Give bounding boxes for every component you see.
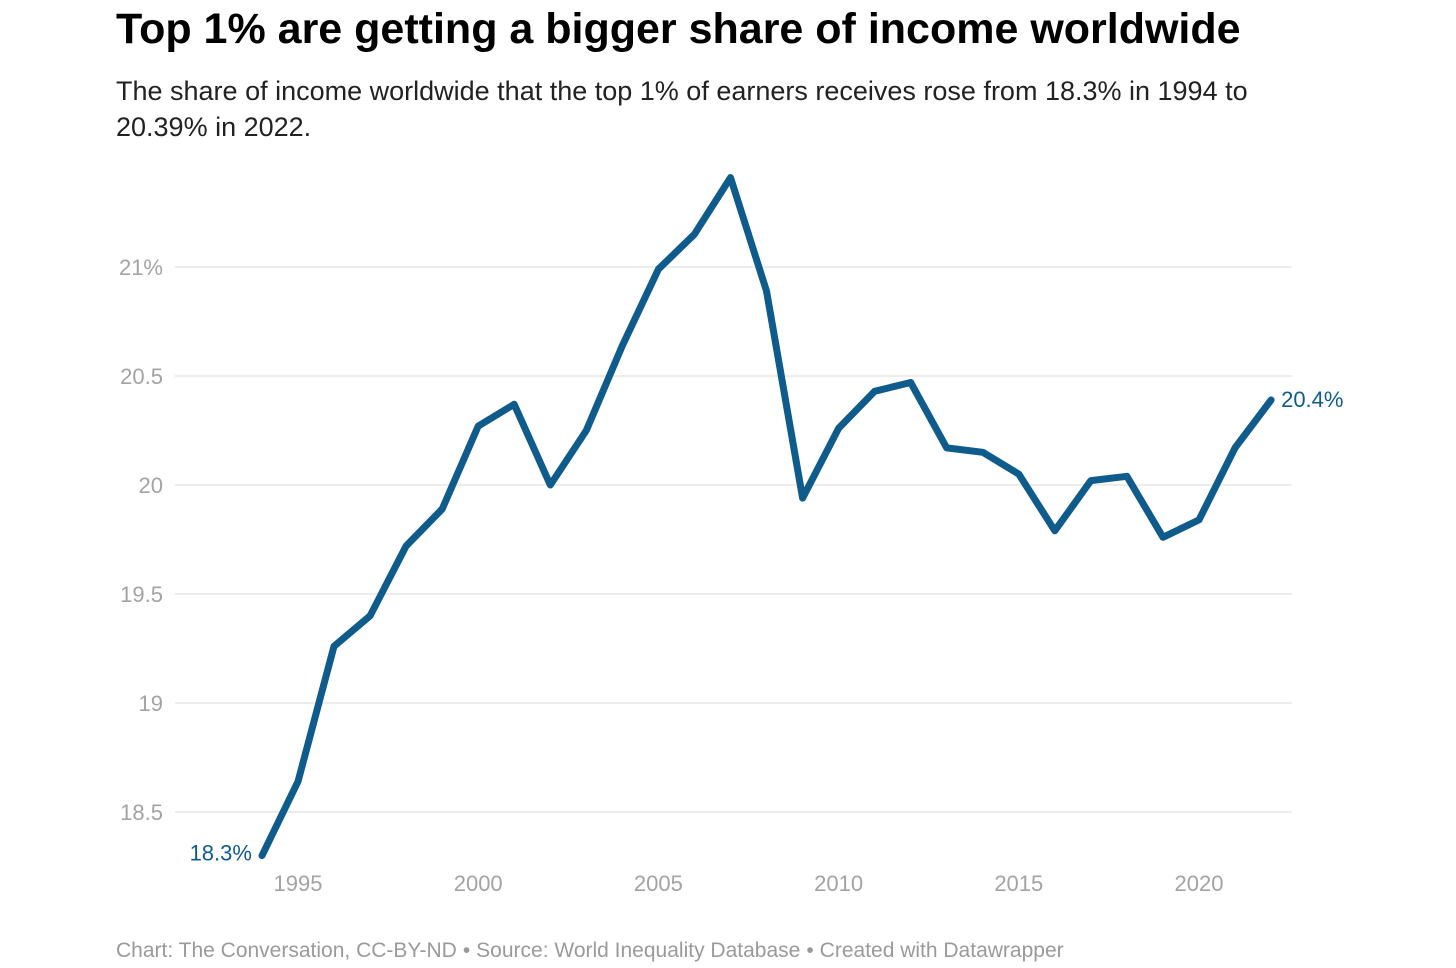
x-tick-label: 2000	[454, 871, 503, 896]
y-tick-label: 18.5	[120, 800, 163, 825]
chart-title: Top 1% are getting a bigger share of inc…	[116, 5, 1241, 53]
series-layer	[258, 174, 1275, 860]
source-text: Source: World Inequality Database	[476, 939, 801, 962]
x-axis-ticks: 1995 2000 2005 2010 2015 2020	[274, 871, 1224, 896]
y-tick-label: 20.5	[120, 364, 163, 389]
x-tick-label: 2010	[814, 871, 863, 896]
chart-subtitle: The share of income worldwide that the t…	[116, 76, 1248, 142]
start-value-label: 18.3%	[190, 841, 252, 866]
y-axis-ticks: 18.5 19 19.5 20 20.5 21%	[119, 255, 163, 825]
grid-lines	[175, 266, 1292, 813]
x-tick-label: 1995	[274, 871, 323, 896]
y-tick-label: 21%	[119, 255, 163, 280]
chart-footer: Chart: The Conversation, CC-BY-ND • Source…	[116, 937, 1064, 965]
footer-separator: •	[806, 939, 814, 962]
end-value-label: 20.4%	[1281, 387, 1343, 412]
created-with-text: Created with Datawrapper	[819, 939, 1064, 962]
footer-separator: •	[462, 939, 471, 962]
y-tick-label: 20	[139, 473, 163, 498]
value-labels: 18.3% 20.4%	[190, 387, 1344, 866]
y-tick-label: 19	[139, 691, 163, 716]
x-tick-label: 2015	[994, 871, 1043, 896]
series-line	[258, 174, 1275, 860]
chart-credit: Chart: The Conversation, CC-BY-ND	[116, 939, 457, 962]
line-chart: 18.5 19 19.5 20 20.5 21% 1995 2000 2005 2010 2015…	[119, 174, 1344, 896]
y-tick-label: 19.5	[120, 582, 163, 607]
x-tick-label: 2020	[1175, 871, 1224, 896]
x-tick-label: 2005	[634, 871, 683, 896]
